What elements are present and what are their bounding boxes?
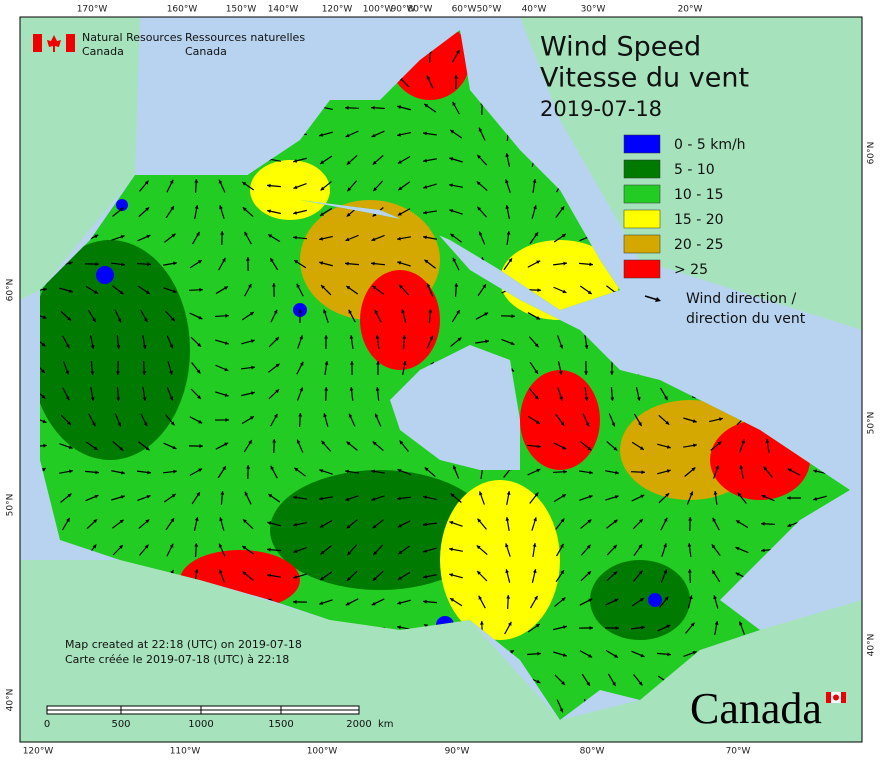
wind-zone — [440, 480, 560, 640]
map-title: Vitesse du vent — [540, 63, 749, 94]
legend-label: 0 - 5 km/h — [674, 137, 746, 153]
longitude-label: 80°W — [580, 747, 605, 757]
longitude-label: 160°W — [167, 5, 198, 15]
scale-segment — [121, 706, 201, 710]
longitude-label: 20°W — [678, 5, 703, 15]
wind-zone — [96, 266, 114, 284]
scale-label: 1000 — [188, 719, 213, 730]
legend-swatch — [624, 185, 660, 203]
longitude-label: 110°W — [170, 747, 201, 757]
latitude-label: 50°N — [867, 412, 877, 435]
wordmark: Canada — [690, 684, 822, 733]
legend-label: 15 - 20 — [674, 212, 724, 228]
legend-swatch — [624, 260, 660, 278]
org-name: Canada — [185, 45, 227, 58]
flag-left — [33, 34, 42, 52]
latitude-label: 40°N — [6, 689, 16, 712]
longitude-label: 70°W — [726, 747, 751, 757]
scale-segment — [47, 706, 121, 710]
org-name: Ressources naturelles — [185, 31, 305, 44]
map-title: Wind Speed — [540, 32, 701, 63]
scale-segment — [201, 710, 281, 714]
longitude-label: 30°W — [581, 5, 606, 15]
flag-right — [66, 34, 75, 52]
longitude-label: 100°W — [307, 747, 338, 757]
legend-swatch — [624, 235, 660, 253]
longitude-label: 120°W — [23, 747, 54, 757]
scale-unit: km — [378, 719, 394, 730]
map-date: 2019-07-18 — [540, 97, 662, 121]
longitude-label: 80°W — [408, 5, 433, 15]
longitude-label: 50°W — [477, 5, 502, 15]
org-name: Canada — [82, 45, 124, 58]
longitude-label: 140°W — [268, 5, 299, 15]
credit: Map created at 22:18 (UTC) on 2019-07-18 — [65, 638, 302, 651]
scale-label: 2000 — [346, 719, 371, 730]
scale-segment — [281, 710, 359, 714]
legend-swatch — [624, 160, 660, 178]
longitude-label: 60°W — [452, 5, 477, 15]
map-body — [20, 17, 862, 742]
wind-zone — [250, 160, 330, 220]
longitude-label: 40°W — [522, 5, 547, 15]
longitude-label: 150°W — [226, 5, 257, 15]
latitude-label: 50°N — [6, 494, 16, 517]
scale-label: 0 — [44, 719, 50, 730]
legend-swatch — [624, 135, 660, 153]
latitude-label: 60°N — [6, 279, 16, 302]
legend-label: 5 - 10 — [674, 162, 715, 178]
latitude-label: 60°N — [867, 142, 877, 165]
org-name: Natural Resources — [82, 31, 183, 44]
legend-label: > 25 — [674, 262, 708, 278]
wind-zone — [648, 593, 662, 607]
longitude-label: 100°W — [363, 5, 394, 15]
legend-swatch — [624, 210, 660, 228]
longitude-label: 120°W — [322, 5, 353, 15]
legend-arrow-label: direction du vent — [686, 311, 806, 327]
scale-segment — [47, 710, 121, 714]
longitude-label: 90°W — [445, 747, 470, 757]
scale-label: 1500 — [268, 719, 293, 730]
credit: Carte créée le 2019-07-18 (UTC) à 22:18 — [65, 653, 289, 666]
legend-arrow-label: Wind direction / — [686, 291, 796, 307]
wordmark-leaf — [833, 695, 839, 701]
scale-segment — [121, 710, 201, 714]
scale-segment — [201, 706, 281, 710]
scale-label: 500 — [111, 719, 130, 730]
legend-label: 20 - 25 — [674, 237, 724, 253]
longitude-label: 170°W — [77, 5, 108, 15]
latitude-label: 40°N — [867, 634, 877, 657]
legend-label: 10 - 15 — [674, 187, 724, 203]
scale-segment — [281, 706, 359, 710]
